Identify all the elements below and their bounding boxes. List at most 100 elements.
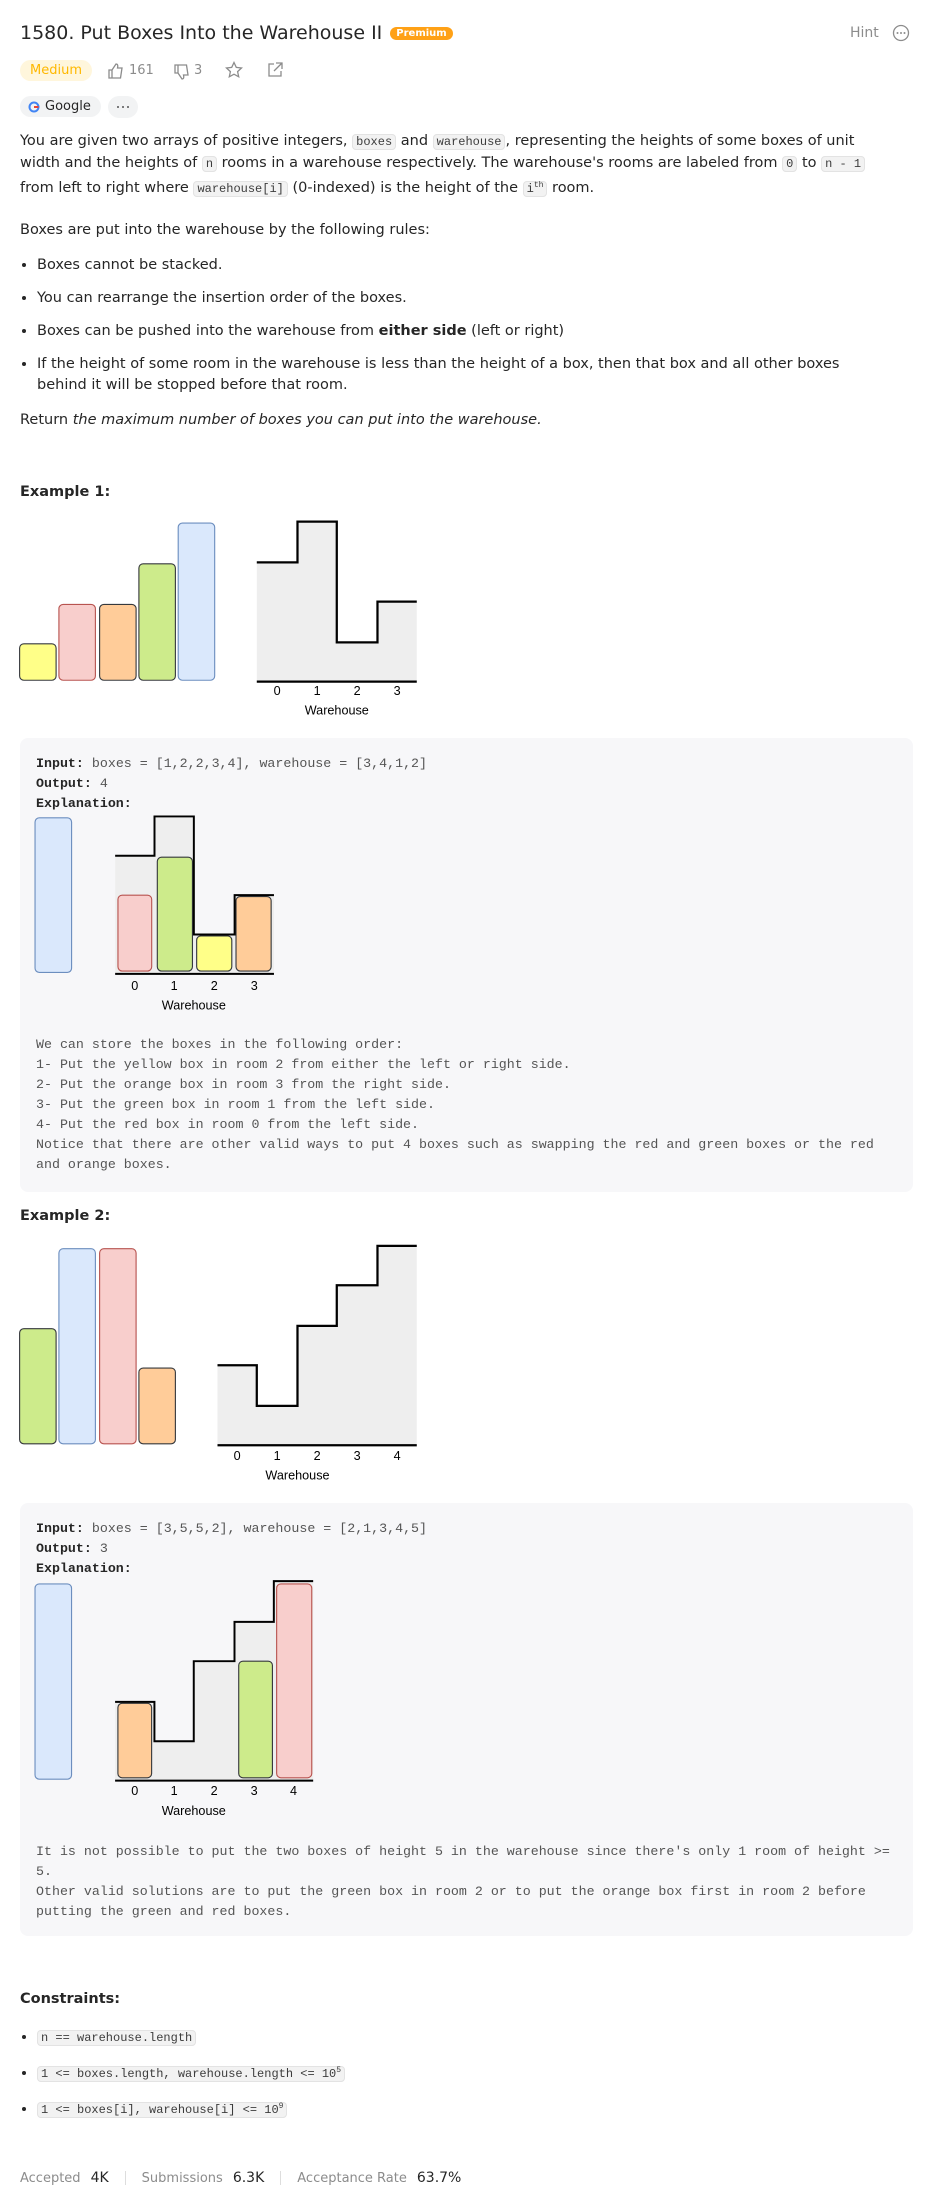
code: n [201,156,218,172]
figure-caption: Warehouse [162,999,226,1013]
explanation-text: It is not possible to put the two boxes … [36,1844,890,1879]
output: 4 [99,776,108,791]
room-label: 1 [274,1449,281,1463]
share-icon[interactable] [266,61,284,79]
code: warehouse [432,134,506,150]
difficulty[interactable]: Medium [20,60,92,81]
label: Input: [36,756,84,771]
code-text: 1 <= boxes.length, warehouse.length <= 1… [41,2067,337,2081]
text: (left or right) [466,323,565,339]
explanation-line: Explanation: [36,1559,132,1579]
code-text: i [526,182,534,196]
explanation-text: 4- Put the red box in room 0 from the le… [36,1117,420,1132]
example-block: Input: boxes = [3,5,5,2], warehouse = [2… [20,1503,913,1936]
input: boxes = [3,5,5,2], warehouse = [2,1,3,4,… [91,1521,428,1536]
room-label: 2 [211,979,218,993]
star-icon[interactable] [225,61,243,79]
output: 3 [99,1541,108,1556]
figure-caption: Warehouse [265,1468,329,1482]
input-line: Input: boxes = [3,5,5,2], warehouse = [2… [36,1519,427,1539]
explanation-text: 2- Put the orange box in room 3 from the… [36,1077,451,1092]
label: Explanation: [36,1561,132,1576]
explanation: It is not possible to put the two boxes … [36,1842,901,1922]
superscript: th [533,181,544,190]
company-tag[interactable]: Google [20,96,101,117]
code: n == warehouse.length [37,2030,197,2046]
room-label: 4 [394,1449,401,1463]
example-figure: 0 1 2 3 4 Warehouse [19,1244,417,1482]
divider [280,2171,282,2185]
header: 1580. Put Boxes Into the Warehouse II Pr… [20,22,453,44]
example-block: Input: boxes = [1,2,2,3,4], warehouse = … [20,738,913,1192]
explanation-figure: 0 1 2 3 Warehouse [34,815,274,1013]
constraint: n == warehouse.length [37,2026,345,2049]
more-tags[interactable] [108,96,138,118]
italic-text: the maximum number of boxes you can put … [72,412,542,428]
example-heading: Example 1: [20,484,111,500]
like-count: 161 [129,63,154,78]
room-label: 1 [171,979,178,993]
tag-label: Google [45,99,91,114]
description: You are given two arrays of positive int… [20,131,885,431]
text: from left to right where [20,180,194,196]
explanation-line: Explanation: [36,794,132,814]
label: Output: [36,1541,92,1556]
text: rooms in a warehouse respectively. The w… [217,155,783,171]
code: 1 <= boxes.length, warehouse.length <= 1… [37,2066,346,2082]
premium-badge[interactable]: Premium [390,26,453,40]
stat-label: Submissions [141,2170,223,2186]
stat-value: 63.7% [416,2170,462,2186]
dislike-count: 3 [194,63,203,78]
superscript: 9 [278,2102,284,2111]
figure-caption: Warehouse [162,1804,226,1818]
stat-value: 4K [90,2170,109,2186]
code: 0 [782,156,798,172]
explanation-text: We can store the boxes in the following … [36,1037,404,1052]
constraint: 1 <= boxes[i], warehouse[i] <= 109 [37,2096,345,2121]
paragraph: Return the maximum number of boxes you c… [20,410,885,431]
code-text: 1 <= boxes[i], warehouse[i] <= 10 [41,2103,279,2117]
text: and [396,133,433,149]
room-label: 0 [131,1784,138,1798]
paragraph: Boxes are put into the warehouse by the … [20,222,430,238]
explanation-text: Other valid solutions are to put the gre… [36,1884,866,1919]
more-button[interactable] [892,24,910,42]
text: Return [20,412,73,428]
room-label: 2 [354,684,361,698]
superscript: 5 [336,2066,342,2075]
room-label: 0 [234,1449,241,1463]
output-line: Output: 4 [36,774,108,794]
code: n - 1 [821,156,866,172]
constraint: 1 <= boxes.length, warehouse.length <= 1… [37,2060,346,2085]
input: boxes = [1,2,2,3,4], warehouse = [3,4,1,… [91,756,428,771]
like-icon[interactable] [106,62,124,80]
rule: If the height of some room in the wareho… [37,354,885,396]
text: (0-indexed) is the height of the [287,180,523,196]
code: ith [522,181,548,197]
dislike-icon[interactable] [172,63,190,81]
text: room. [547,180,595,196]
explanation-figure: 0 1 2 3 4 Warehouse [34,1580,314,1818]
input-line: Input: boxes = [1,2,2,3,4], warehouse = … [36,754,427,774]
room-label: 3 [251,979,258,993]
rule: Boxes cannot be stacked. [37,255,885,276]
code: boxes [352,134,397,150]
text: You are given two arrays of positive int… [20,133,353,149]
bold-text: either side [378,323,467,339]
figure-caption: Warehouse [305,703,369,717]
stats: Accepted 4K Submissions 6.3K Acceptance … [20,2170,461,2186]
room-label: 0 [131,979,138,993]
stat-label: Accepted [20,2170,81,2186]
hint-button[interactable]: Hint [850,25,879,41]
output-line: Output: 3 [36,1539,108,1559]
rule: You can rearrange the insertion order of… [37,288,885,309]
constraints-heading: Constraints: [20,1991,121,2007]
divider [124,2171,126,2185]
example-figure: 0 1 2 3 Warehouse [19,520,417,717]
room-label: 1 [314,684,321,698]
label: Input: [36,1521,84,1536]
stat-value: 6.3K [232,2170,265,2186]
explanation-text: Notice that there are other valid ways t… [36,1137,874,1172]
constraints: n == warehouse.length 1 <= boxes.length,… [20,2026,346,2121]
